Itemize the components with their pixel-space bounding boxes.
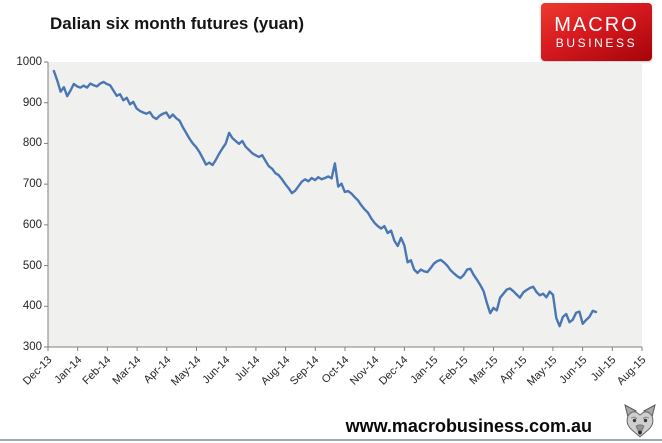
logo-text-business: BUSINESS [555,35,638,50]
y-tick-label: 500 [22,259,42,272]
y-tick-label: 800 [22,137,42,150]
footer-url: www.macrobusiness.com.au [345,416,592,436]
plot-background [48,62,642,347]
y-tick-label: 1000 [16,56,42,68]
futures-line [52,69,598,328]
y-tick-label: 900 [22,96,42,109]
y-tick-label: 400 [22,300,42,313]
line-chart [44,61,643,351]
axes [44,61,643,351]
macrobusiness-logo: MACRO BUSINESS [541,3,652,61]
bottom-rule [0,439,662,441]
chart-title: Dalian six month futures (yuan) [50,14,305,33]
logo-text-macro: MACRO [554,13,639,36]
y-tick-label: 300 [22,341,42,353]
wolf-icon [623,403,657,439]
y-tick-label: 700 [22,178,42,191]
y-tick-label: 600 [22,218,42,231]
